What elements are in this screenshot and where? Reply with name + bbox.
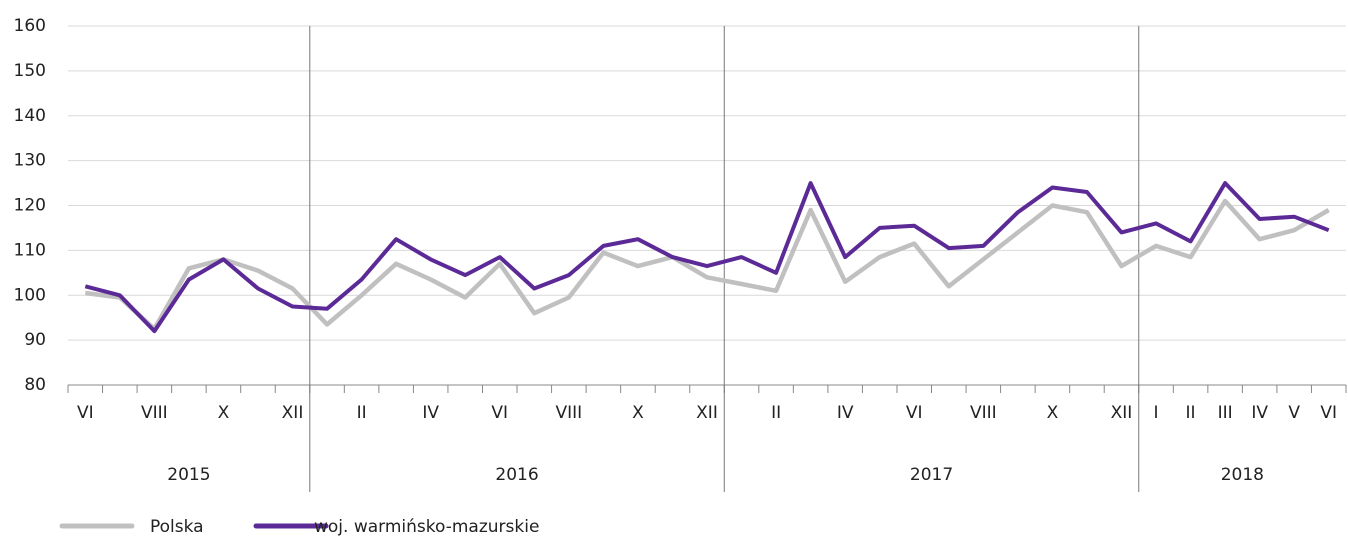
x-tick-label: VI bbox=[491, 403, 508, 423]
x-tick-label: IV bbox=[422, 403, 439, 423]
x-tick-label: XII bbox=[1111, 403, 1133, 423]
x-tick-label: II bbox=[771, 403, 781, 423]
legend-label: woj. warmińsko-mazurskie bbox=[314, 517, 539, 537]
x-tick-label: X bbox=[1047, 403, 1059, 423]
x-tick-label: VI bbox=[77, 403, 94, 423]
year-label: 2017 bbox=[910, 465, 953, 485]
x-tick-label: XII bbox=[282, 403, 304, 423]
x-tick-label: VIII bbox=[141, 403, 168, 423]
year-label: 2015 bbox=[167, 465, 210, 485]
series-line bbox=[85, 198, 1330, 332]
x-tick-label: II bbox=[357, 403, 367, 423]
y-tick-label: 120 bbox=[14, 196, 46, 216]
year-label: 2018 bbox=[1221, 465, 1264, 485]
x-tick-label: X bbox=[632, 403, 644, 423]
year-label: 2016 bbox=[495, 465, 538, 485]
y-tick-label: 140 bbox=[14, 106, 46, 126]
x-tick-label: III bbox=[1218, 403, 1233, 423]
y-tick-label: 80 bbox=[24, 375, 46, 395]
x-tick-label: IV bbox=[1251, 403, 1268, 423]
x-tick-label: XII bbox=[696, 403, 718, 423]
x-tick-label: VIII bbox=[556, 403, 583, 423]
series-line bbox=[84, 181, 1330, 334]
x-tick-label: VI bbox=[906, 403, 923, 423]
x-tick-label: IV bbox=[837, 403, 854, 423]
x-tick-label: II bbox=[1186, 403, 1196, 423]
y-tick-label: 160 bbox=[14, 16, 46, 36]
y-tick-label: 130 bbox=[14, 151, 46, 171]
legend-label: Polska bbox=[150, 517, 204, 537]
x-tick-label: VI bbox=[1320, 403, 1337, 423]
y-tick-label: 110 bbox=[14, 240, 46, 260]
y-tick-label: 90 bbox=[24, 330, 46, 350]
x-tick-label: VIII bbox=[970, 403, 997, 423]
x-tick-label: V bbox=[1288, 403, 1300, 423]
y-tick-label: 150 bbox=[14, 61, 46, 81]
x-tick-label: X bbox=[218, 403, 230, 423]
x-tick-label: I bbox=[1154, 403, 1159, 423]
y-tick-label: 100 bbox=[14, 285, 46, 305]
